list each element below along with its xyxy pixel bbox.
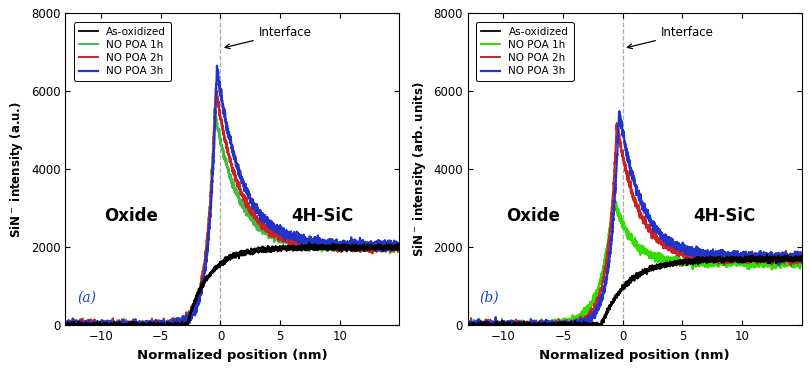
Text: Interface: Interface (628, 26, 714, 48)
Text: (b): (b) (480, 291, 499, 305)
Text: 4H-SiC: 4H-SiC (693, 207, 755, 225)
Text: (a): (a) (77, 291, 96, 305)
Y-axis label: SiN$^-$ intensity (a.u.): SiN$^-$ intensity (a.u.) (8, 101, 25, 238)
Text: Interface: Interface (225, 26, 312, 48)
Legend: As-oxidized, NO POA 1h, NO POA 2h, NO POA 3h: As-oxidized, NO POA 1h, NO POA 2h, NO PO… (74, 22, 171, 81)
Text: 4H-SiC: 4H-SiC (291, 207, 353, 225)
Text: Oxide: Oxide (506, 207, 561, 225)
X-axis label: Normalized position (nm): Normalized position (nm) (137, 349, 328, 361)
X-axis label: Normalized position (nm): Normalized position (nm) (539, 349, 730, 361)
Legend: As-oxidized, NO POA 1h, NO POA 2h, NO POA 3h: As-oxidized, NO POA 1h, NO POA 2h, NO PO… (476, 22, 573, 81)
Y-axis label: SiN$^-$ intensity (arb. units): SiN$^-$ intensity (arb. units) (411, 81, 428, 257)
Text: Oxide: Oxide (104, 207, 158, 225)
